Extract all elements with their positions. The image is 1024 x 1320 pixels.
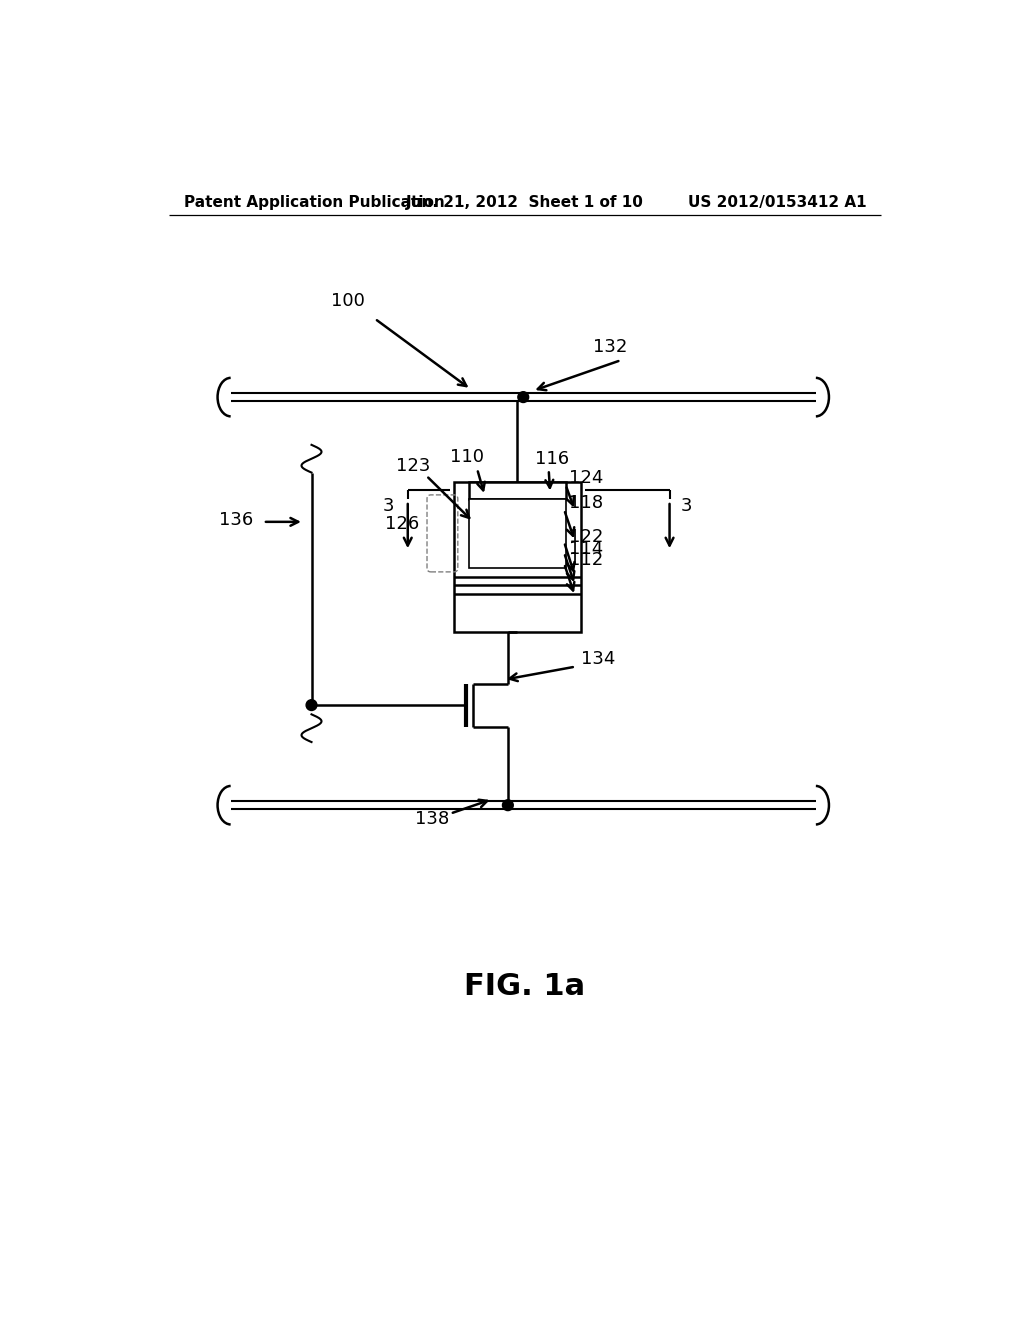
Text: 124: 124 xyxy=(569,469,604,487)
Text: 134: 134 xyxy=(581,649,615,668)
Text: 110: 110 xyxy=(451,449,484,466)
Bar xyxy=(469,482,565,499)
Bar xyxy=(454,482,581,632)
Text: 114: 114 xyxy=(569,540,604,558)
Text: Jun. 21, 2012  Sheet 1 of 10: Jun. 21, 2012 Sheet 1 of 10 xyxy=(406,195,644,210)
Text: 123: 123 xyxy=(396,458,430,475)
Text: Patent Application Publication: Patent Application Publication xyxy=(184,195,445,210)
Circle shape xyxy=(503,800,513,810)
Text: 3: 3 xyxy=(680,498,692,515)
Text: 138: 138 xyxy=(416,810,450,828)
Text: 126: 126 xyxy=(385,515,419,533)
Text: US 2012/0153412 A1: US 2012/0153412 A1 xyxy=(688,195,866,210)
Circle shape xyxy=(518,392,528,403)
Circle shape xyxy=(306,700,316,710)
Text: 118: 118 xyxy=(569,495,603,512)
Text: 116: 116 xyxy=(535,450,569,467)
Text: 122: 122 xyxy=(569,528,604,546)
Text: 132: 132 xyxy=(593,338,627,356)
Text: 112: 112 xyxy=(569,552,604,569)
Text: 100: 100 xyxy=(331,292,365,310)
Text: 3: 3 xyxy=(383,498,394,515)
Text: FIG. 1a: FIG. 1a xyxy=(464,972,586,1001)
Text: 136: 136 xyxy=(219,511,253,529)
Bar xyxy=(469,499,565,568)
